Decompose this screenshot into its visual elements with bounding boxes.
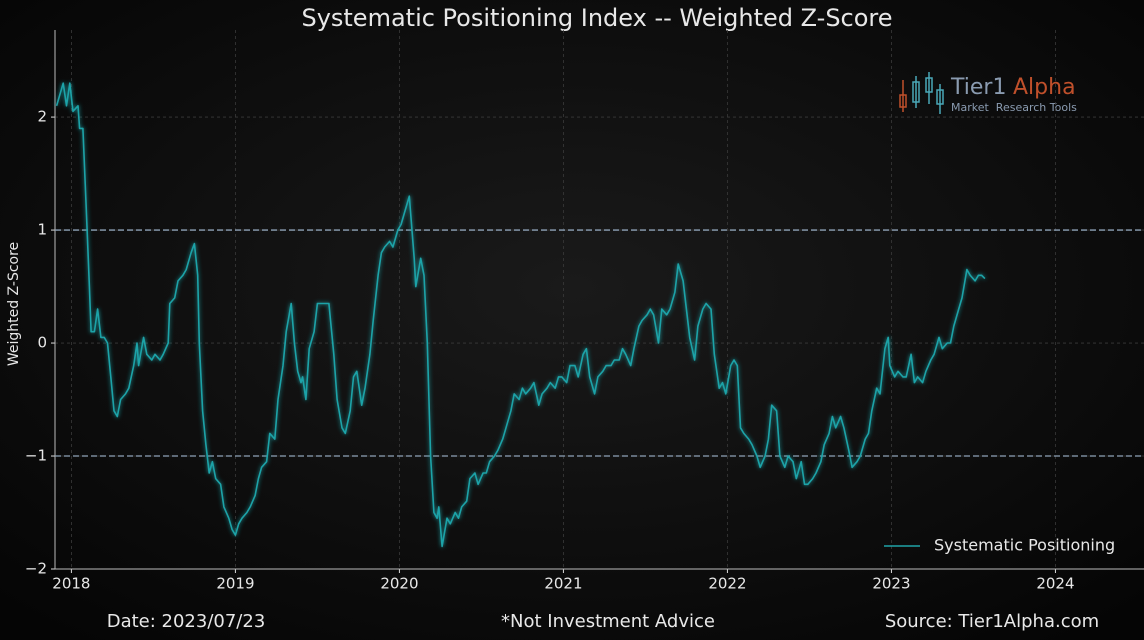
logo: Tier1 Alpha Market Research Tools xyxy=(899,72,1077,114)
x-tick-label: 2023 xyxy=(872,575,910,593)
legend-label: Systematic Positioning xyxy=(934,536,1115,555)
x-tick-label: 2019 xyxy=(216,575,254,593)
y-tick-label: −2 xyxy=(25,560,47,578)
footer-disclaimer: *Not Investment Advice xyxy=(501,611,715,632)
x-tick-label: 2018 xyxy=(52,575,90,593)
logo-name: Tier1 xyxy=(950,75,1006,100)
x-tick-label: 2020 xyxy=(380,575,418,593)
x-tick-label: 2021 xyxy=(544,575,582,593)
logo-icon xyxy=(899,94,907,108)
x-tick-label: 2022 xyxy=(708,575,746,593)
logo-tagline: Market Research Tools xyxy=(951,101,1077,114)
logo-icon xyxy=(925,77,933,93)
y-tick-label: 2 xyxy=(37,108,47,126)
chart-title: Systematic Positioning Index -- Weighted… xyxy=(301,4,892,32)
y-tick-label: 1 xyxy=(37,221,47,239)
logo-icon xyxy=(936,89,944,105)
y-tick-label: 0 xyxy=(37,334,47,352)
footer-date: Date: 2023/07/23 xyxy=(107,611,266,632)
y-tick-label: −1 xyxy=(25,447,47,465)
x-tick-label: 2024 xyxy=(1036,575,1074,593)
series-line xyxy=(55,82,986,548)
footer-source: Source: Tier1Alpha.com xyxy=(885,611,1099,632)
logo-name: Alpha xyxy=(1013,75,1076,100)
logo-icon xyxy=(912,81,920,103)
y-axis-label: Weighted Z-Score xyxy=(6,242,22,366)
